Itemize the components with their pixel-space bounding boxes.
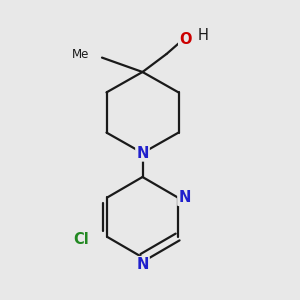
Text: Me: Me	[72, 48, 90, 61]
Text: N: N	[136, 257, 149, 272]
Text: Cl: Cl	[73, 232, 89, 247]
Text: N: N	[178, 190, 191, 205]
Text: H: H	[197, 28, 208, 43]
Text: N: N	[136, 146, 149, 160]
Text: O: O	[179, 32, 192, 47]
